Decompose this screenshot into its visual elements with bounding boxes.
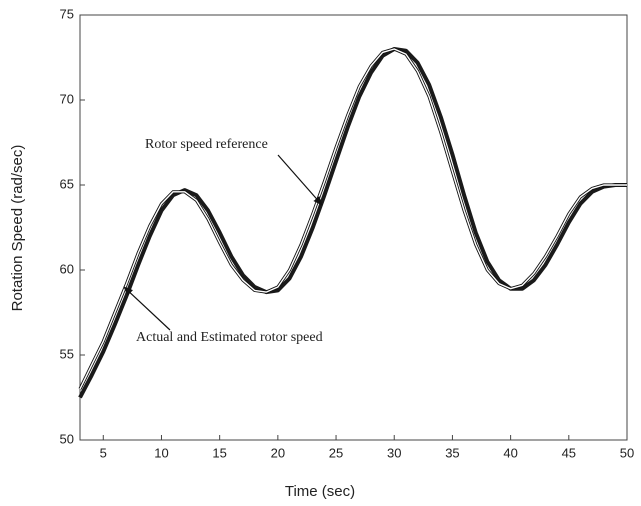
annotation: Rotor speed reference xyxy=(145,137,268,152)
y-tick-label: 70 xyxy=(60,91,74,106)
x-tick-label: 15 xyxy=(212,445,226,460)
x-tick-label: 20 xyxy=(271,445,285,460)
x-tick-label: 45 xyxy=(562,445,576,460)
x-tick-label: 50 xyxy=(620,445,634,460)
y-tick-label: 65 xyxy=(60,176,74,191)
annotation-arrow xyxy=(123,286,171,331)
series-line xyxy=(79,48,627,390)
annotation-arrow xyxy=(277,154,323,206)
y-tick-label: 60 xyxy=(60,261,74,276)
annotation: Actual and Estimated rotor speed xyxy=(136,330,323,345)
x-axis-label: Time (sec) xyxy=(285,483,355,500)
y-tick-label: 75 xyxy=(60,6,74,21)
x-tick-label: 5 xyxy=(100,445,107,460)
plot-area xyxy=(79,14,628,441)
series-line xyxy=(78,47,627,399)
x-tick-label: 30 xyxy=(387,445,401,460)
x-tick-label: 40 xyxy=(503,445,517,460)
y-axis-label: Rotation Speed (rad/sec) xyxy=(9,145,26,312)
x-tick-label: 35 xyxy=(445,445,459,460)
x-tick-label: 25 xyxy=(329,445,343,460)
y-tick-label: 50 xyxy=(60,431,74,446)
x-tick-label: 10 xyxy=(154,445,168,460)
y-tick-label: 55 xyxy=(60,346,74,361)
